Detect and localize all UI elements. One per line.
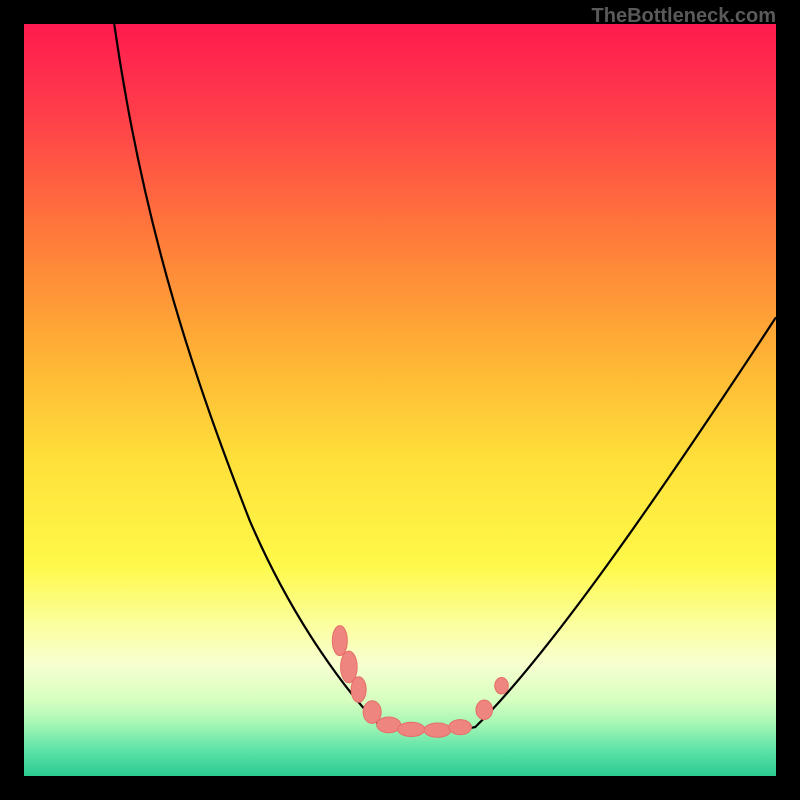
- highlight-marker: [363, 701, 381, 724]
- highlight-marker: [332, 626, 347, 656]
- highlight-marker: [424, 723, 451, 737]
- highlight-marker: [398, 722, 425, 736]
- highlight-marker: [377, 717, 401, 733]
- bottleneck-curve: [114, 24, 776, 730]
- curve-layer: [24, 24, 776, 776]
- root-canvas: TheBottleneck.com: [0, 0, 800, 800]
- highlight-marker: [495, 677, 509, 694]
- highlight-marker: [449, 720, 472, 735]
- plot-area: [24, 24, 776, 776]
- highlight-marker: [476, 700, 493, 720]
- highlight-marker: [351, 677, 366, 703]
